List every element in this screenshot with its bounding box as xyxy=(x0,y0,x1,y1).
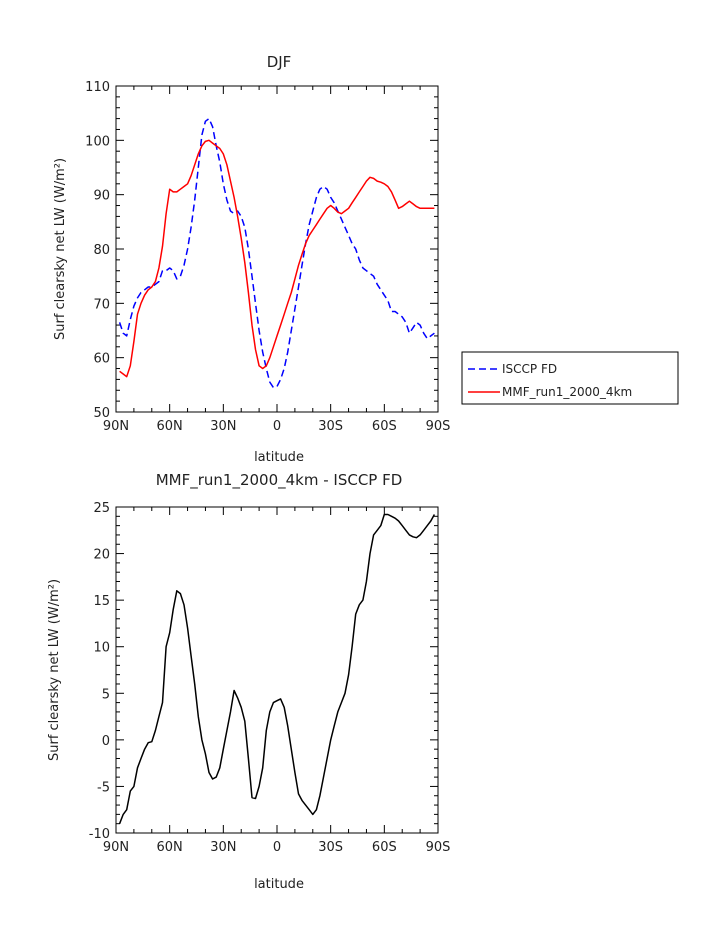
bottom-x-tick-label: 30S xyxy=(318,840,343,855)
bottom-y-tick-label: 0 xyxy=(102,734,110,749)
bottom-x-tick-label: 60N xyxy=(157,840,183,855)
bottom-x-tick-label: 0 xyxy=(273,840,281,855)
chart-bottom-series xyxy=(118,513,436,824)
legend-label-mmf: MMF_run1_2000_4km xyxy=(502,385,632,399)
top-x-tick-label: 30S xyxy=(318,419,343,434)
bottom-y-tick-label: 25 xyxy=(93,501,110,516)
top-x-tick-label: 60S xyxy=(372,419,397,434)
bottom-x-tick-label: 90S xyxy=(426,840,451,855)
bottom-x-tick-label: 90N xyxy=(103,840,129,855)
legend-box xyxy=(461,351,679,405)
bottom-y-tick-label: -10 xyxy=(89,827,110,842)
top-series-line-1 xyxy=(119,139,435,378)
top-y-tick-label: 90 xyxy=(93,189,110,204)
chart-top-y-tick-labels: 50 60 70 80 90 100 110 xyxy=(85,80,110,421)
chart-bottom-title: MMF_run1_2000_4km - ISCCP FD xyxy=(156,471,403,490)
chart-bottom-y-axis-label: Surf clearsky net LW (W/m²) xyxy=(47,579,62,761)
chart-top-ticks xyxy=(115,85,439,413)
top-x-tick-label: 0 xyxy=(273,419,281,434)
top-y-tick-label: 100 xyxy=(85,134,110,149)
chart-bottom-x-tick-labels: 90N 60N 30N 0 30S 60S 90S xyxy=(103,840,451,855)
bottom-x-tick-label: 60S xyxy=(372,840,397,855)
chart-top-legend: ISCCP FD MMF_run1_2000_4km xyxy=(461,351,679,405)
bottom-y-tick-label: 5 xyxy=(102,687,110,702)
top-x-tick-label: 90N xyxy=(103,419,129,434)
top-y-tick-label: 60 xyxy=(93,352,110,367)
chart-bottom-x-axis-label: latitude xyxy=(254,877,304,892)
top-y-tick-label: 80 xyxy=(93,243,110,258)
chart-bottom-ticks xyxy=(115,506,439,834)
bottom-x-tick-label: 30N xyxy=(210,840,236,855)
chart-bottom: MMF_run1_2000_4km - ISCCP FD 90N 60N 30N 0 3… xyxy=(47,471,450,892)
chart-top: DJF 90N 60N 30N 0 30S 60S 90S 50 60 70 80 90 100 110… xyxy=(53,53,679,465)
bottom-y-tick-label: 20 xyxy=(93,548,110,563)
top-x-tick-label: 60N xyxy=(157,419,183,434)
chart-bottom-y-tick-labels: -10 -5 0 5 10 15 20 25 xyxy=(89,501,110,842)
top-x-tick-label: 30N xyxy=(210,419,236,434)
chart-top-y-axis-label: Surf clearsky net LW (W/m²) xyxy=(53,158,68,340)
chart-top-x-axis-label: latitude xyxy=(254,450,304,465)
top-y-tick-label: 110 xyxy=(85,80,110,95)
bottom-y-tick-label: -5 xyxy=(97,780,110,795)
bottom-series-line-0 xyxy=(118,513,436,824)
top-y-tick-label: 50 xyxy=(93,406,110,421)
chart-top-x-tick-labels: 90N 60N 30N 0 30S 60S 90S xyxy=(103,419,451,434)
top-y-tick-label: 70 xyxy=(93,297,110,312)
legend-label-isccp: ISCCP FD xyxy=(502,362,557,376)
chart-top-plot-frame xyxy=(115,85,439,413)
bottom-y-tick-label: 10 xyxy=(93,641,110,656)
bottom-y-tick-label: 15 xyxy=(93,594,110,609)
top-series-line-0 xyxy=(118,117,435,389)
chart-top-series xyxy=(118,117,435,389)
chart-top-title: DJF xyxy=(267,53,292,71)
top-x-tick-label: 90S xyxy=(426,419,451,434)
